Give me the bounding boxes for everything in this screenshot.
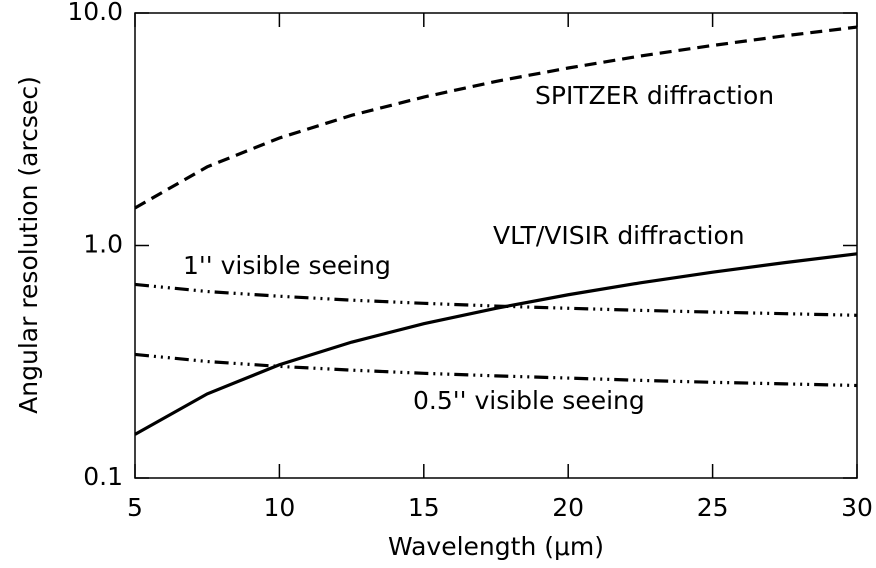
x-tick-label: 20 (552, 493, 584, 522)
y-tick-label: 10.0 (67, 0, 123, 26)
series-line (134, 282, 858, 317)
series-label: SPITZER diffraction (535, 81, 774, 110)
y-axis-label: Angular resolution (arcsec) (14, 76, 43, 414)
series-label: 1'' visible seeing (183, 251, 391, 280)
x-tick-label: 30 (841, 493, 873, 522)
x-tick-label: 25 (697, 493, 729, 522)
series-line (134, 252, 858, 436)
y-tick-label: 0.1 (83, 462, 123, 491)
y-tick-label: 1.0 (83, 230, 123, 259)
x-axis-label: Wavelength (μm) (388, 532, 604, 561)
series-line (134, 25, 858, 210)
series-label: 0.5'' visible seeing (413, 386, 645, 415)
series-label: VLT/VISIR diffraction (493, 221, 745, 250)
x-tick-label: 5 (127, 493, 143, 522)
series-line (134, 352, 858, 388)
x-tick-label: 15 (408, 493, 440, 522)
x-tick-label: 10 (263, 493, 295, 522)
